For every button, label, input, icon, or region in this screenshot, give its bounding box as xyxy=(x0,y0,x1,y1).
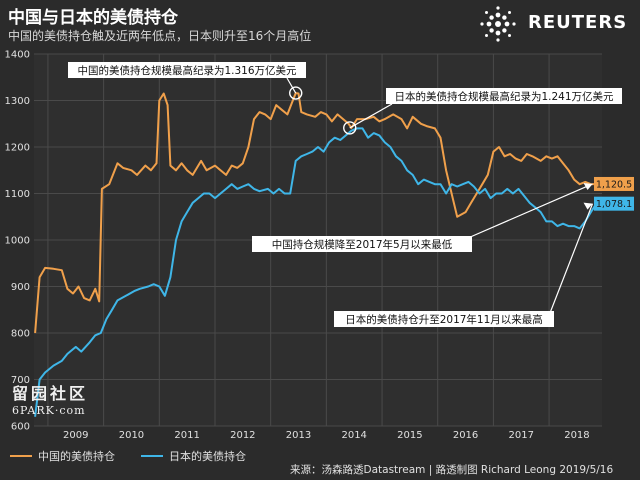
y-tick-label: 1300 xyxy=(5,96,30,107)
series-line-china xyxy=(34,92,597,334)
y-tick-label: 1100 xyxy=(5,189,30,200)
reuters-logo: REUTERS xyxy=(476,6,636,42)
annotation-2: 日本的美债持仓规模最高纪录为1.241万亿美元 xyxy=(343,88,622,135)
end-label-box-china xyxy=(594,176,634,191)
y-tick-label: 1200 xyxy=(5,143,30,154)
y-tick-label: 700 xyxy=(11,375,30,386)
y-tick-label: 1000 xyxy=(5,236,30,247)
chart-subtitle: 中国的美债持仓触及近两年低点，日本则升至16个月高位 xyxy=(8,29,312,43)
annotation-leader xyxy=(286,77,297,94)
x-tick-label: 2017 xyxy=(509,430,534,441)
legend: 中国的美债持仓 日本的美债持仓 xyxy=(10,448,246,464)
annotation-arrowhead xyxy=(583,182,593,190)
reuters-wordmark: REUTERS xyxy=(528,12,628,33)
annotation-leader xyxy=(549,203,594,314)
annotation-box xyxy=(334,311,554,327)
x-tick-label: 2018 xyxy=(564,430,589,441)
legend-label-japan: 日本的美债持仓 xyxy=(169,450,246,463)
source-note: 来源：汤森路透Datastream | 路透制图 Richard Leong 2… xyxy=(290,464,614,476)
x-tick-label: 2011 xyxy=(174,430,199,441)
end-label-box-japan xyxy=(594,196,634,211)
annotation-box xyxy=(68,62,306,78)
x-tick-label: 2009 xyxy=(63,430,88,441)
legend-item-japan: 日本的美债持仓 xyxy=(141,448,246,464)
x-tick-label: 2013 xyxy=(286,430,311,441)
end-label-text-japan: 1,078.1 xyxy=(596,199,632,210)
watermark: 留园社区 6PARK·com xyxy=(12,380,88,417)
y-tick-label: 800 xyxy=(11,329,30,340)
annotation-1: 中国的美债持仓规模最高纪录为1.316万亿美元 xyxy=(68,62,306,100)
annotation-box xyxy=(252,236,472,252)
annotation-text: 中国持仓规模降至2017年5月以来最低 xyxy=(272,238,453,251)
end-label-japan: 1,078.1 xyxy=(594,196,634,211)
end-label-china: 1,120.5 xyxy=(594,176,634,191)
annotation-arrowhead xyxy=(583,202,593,210)
annotation-box xyxy=(386,88,622,104)
annotation-4: 日本的美债持仓升至2017年11月以来最高 xyxy=(334,202,594,327)
x-tick-label: 2014 xyxy=(341,430,366,441)
end-label-text-china: 1,120.5 xyxy=(596,179,632,190)
annotation-leader xyxy=(349,103,393,129)
annotation-text: 中国的美债持仓规模最高纪录为1.316万亿美元 xyxy=(77,64,297,77)
legend-label-china: 中国的美债持仓 xyxy=(38,450,115,463)
y-tick-label: 900 xyxy=(11,282,30,293)
chart-title: 中国与日本的美债持仓 xyxy=(8,8,178,28)
y-tick-label: 600 xyxy=(11,422,30,433)
x-tick-label: 2015 xyxy=(397,430,422,441)
annotation-3: 中国持仓规模降至2017年5月以来最低 xyxy=(252,182,593,252)
legend-swatch-china xyxy=(10,455,32,457)
x-tick-label: 2012 xyxy=(230,430,255,441)
y-tick-label: 1400 xyxy=(5,50,30,61)
x-tick-label: 2010 xyxy=(119,430,144,441)
legend-swatch-japan xyxy=(141,455,163,457)
reuters-dots-icon xyxy=(480,6,516,42)
annotation-marker xyxy=(289,86,303,100)
legend-item-china: 中国的美债持仓 xyxy=(10,448,115,464)
annotation-text: 日本的美债持仓规模最高纪录为1.241万亿美元 xyxy=(394,90,614,103)
annotation-leader xyxy=(467,183,593,239)
x-tick-label: 2016 xyxy=(453,430,478,441)
series-line-japan xyxy=(34,127,598,417)
annotation-text: 日本的美债持仓升至2017年11月以来最高 xyxy=(345,313,543,326)
annotation-marker xyxy=(343,121,357,135)
watermark-line2: 6PARK·com xyxy=(12,404,86,417)
watermark-line1: 留园社区 xyxy=(12,384,89,403)
